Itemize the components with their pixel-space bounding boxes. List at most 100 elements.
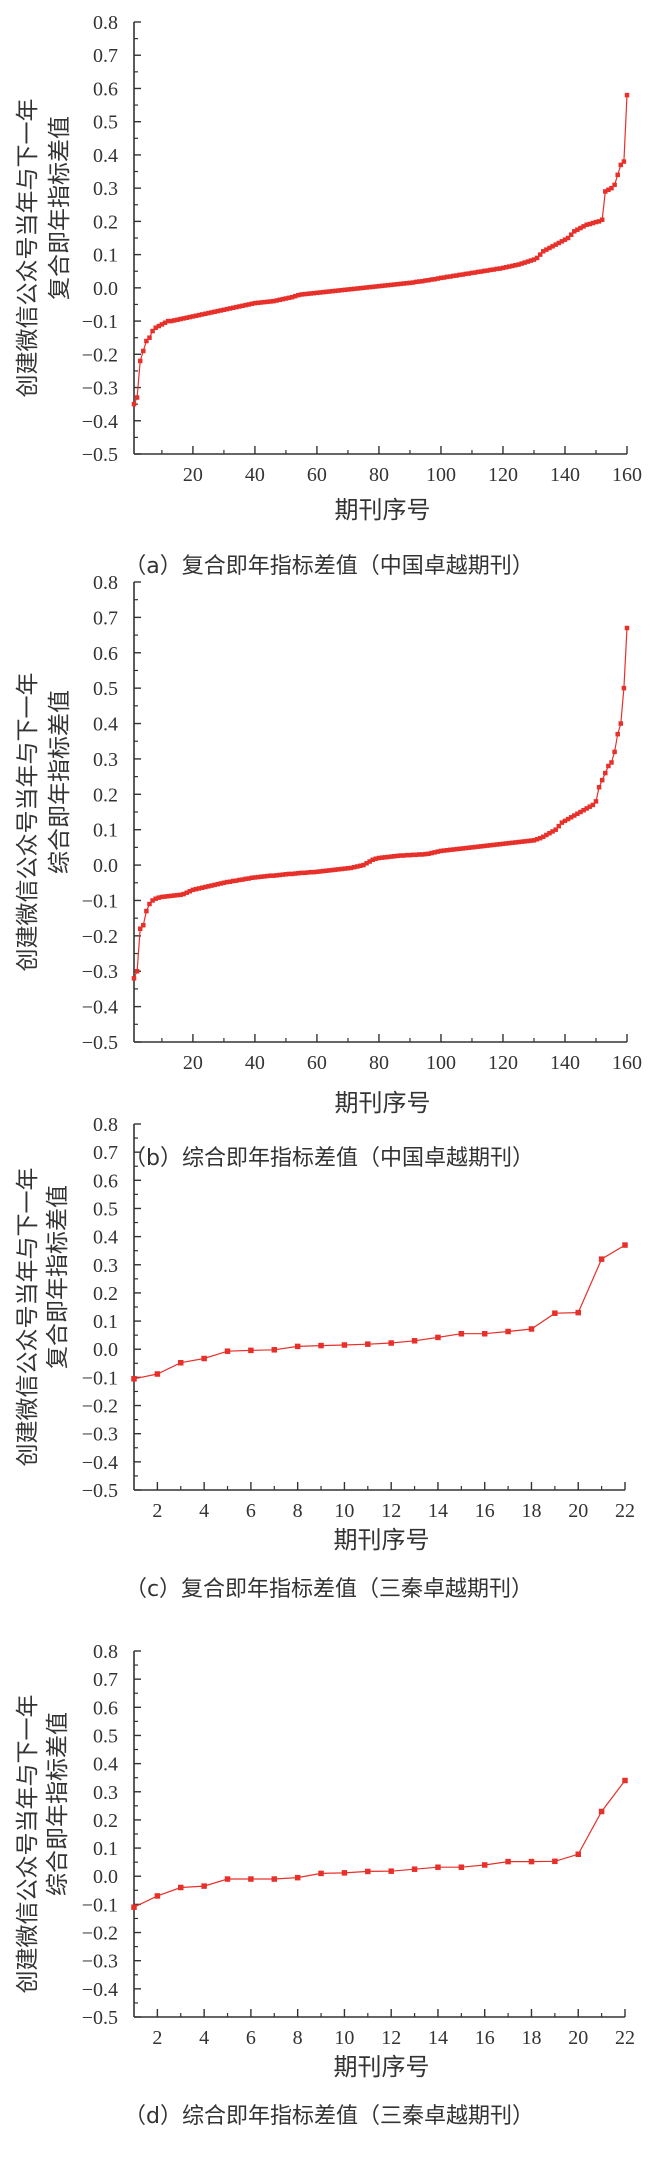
data-point (354, 864, 360, 869)
data-point (553, 242, 558, 247)
data-point (606, 187, 611, 193)
data-point (621, 685, 627, 691)
data-point (323, 289, 329, 295)
data-point (249, 875, 255, 881)
data-point (147, 901, 152, 907)
data-point (134, 968, 140, 974)
y-tick-label: 0.8 (93, 572, 118, 594)
data-point (575, 1309, 581, 1316)
data-point (565, 235, 571, 241)
data-point (261, 874, 267, 879)
x-tick-label: 4 (199, 1500, 209, 1522)
x-tick-label: 18 (521, 1500, 541, 1522)
data-point (472, 844, 478, 850)
data-point (525, 838, 531, 844)
data-point (420, 278, 425, 284)
data-point (534, 836, 540, 842)
data-point (199, 312, 205, 317)
data-point (376, 283, 382, 289)
data-point (407, 852, 413, 858)
data-point (598, 1808, 605, 1815)
data-point (358, 285, 363, 291)
y-tick-label: 0.3 (93, 178, 118, 200)
y-tick-label: 0.2 (93, 1283, 118, 1305)
data-point (547, 245, 552, 251)
data-point (224, 306, 230, 312)
data-point (150, 898, 155, 903)
data-point (435, 1864, 441, 1870)
data-point (144, 908, 149, 914)
data-point (252, 875, 258, 880)
y-axis-title-line-2: 复合即年指标差值 (47, 116, 73, 300)
data-point (376, 855, 382, 861)
data-point (172, 318, 177, 323)
data-point (168, 893, 174, 899)
y-tick-label: 0.2 (93, 784, 118, 806)
data-point (562, 818, 568, 824)
data-point (206, 884, 211, 889)
chart-b: −0.5 −0.4 −0.3 −0.2 −0.1 0.0 0.1 0.2 0.3 0.4 0.5 0.… (15, 572, 642, 1171)
data-point (168, 318, 174, 324)
data-point (141, 348, 146, 354)
data-point (609, 760, 614, 765)
data-point (333, 288, 338, 294)
y-tick-label: 0.1 (93, 1838, 118, 1860)
data-point (528, 1326, 535, 1332)
data-point (556, 240, 562, 246)
y-tick-label: −0.2 (82, 1923, 118, 1945)
data-point (283, 872, 289, 877)
data-point (339, 866, 344, 872)
data-point (345, 866, 351, 871)
data-point (280, 296, 286, 302)
data-point (466, 271, 472, 276)
y-tick-label: 0.2 (93, 211, 118, 233)
data-point (159, 322, 165, 327)
y-tick-label: −0.1 (82, 311, 118, 333)
data-point (314, 290, 320, 296)
data-point (481, 1862, 488, 1868)
data-point (215, 881, 220, 887)
data-point (348, 865, 354, 871)
data-point (622, 1777, 628, 1784)
data-point (454, 273, 459, 278)
data-point (398, 853, 403, 858)
data-point (413, 852, 419, 858)
data-point (131, 976, 137, 981)
data-point (404, 280, 410, 286)
data-point (227, 306, 233, 311)
data-point (382, 855, 388, 860)
x-tick-label: 14 (428, 1500, 448, 1522)
data-point (294, 1343, 301, 1350)
data-point (553, 827, 558, 832)
y-tick-label: −0.1 (82, 890, 118, 912)
data-point (311, 290, 317, 296)
data-point (230, 878, 236, 884)
data-point (488, 843, 493, 848)
data-point (572, 813, 577, 818)
x-tick-label: 160 (612, 464, 642, 486)
data-point (581, 807, 586, 813)
data-point (552, 1858, 558, 1865)
data-point (154, 1371, 161, 1377)
data-point (268, 873, 273, 878)
data-point (193, 313, 199, 319)
data-point (404, 852, 410, 858)
data-point (618, 721, 624, 726)
data-point (271, 298, 276, 304)
data-point (212, 882, 217, 888)
data-point (203, 311, 208, 317)
data-point (411, 1866, 418, 1872)
data-point (283, 296, 289, 301)
data-point (615, 172, 620, 178)
x-tick-label: 20 (568, 2027, 588, 2049)
data-point (500, 841, 506, 847)
data-point (178, 1359, 184, 1366)
data-point (265, 299, 270, 305)
data-point (318, 1870, 324, 1877)
data-point (302, 870, 307, 876)
chart-a: −0.5 −0.4 −0.3 −0.2 −0.1 0.0 0.1 0.2 0.3 0.4 0.5 0.… (15, 12, 642, 579)
data-point (587, 804, 593, 809)
x-tick-label: 80 (369, 1052, 389, 1074)
data-point (308, 869, 313, 875)
